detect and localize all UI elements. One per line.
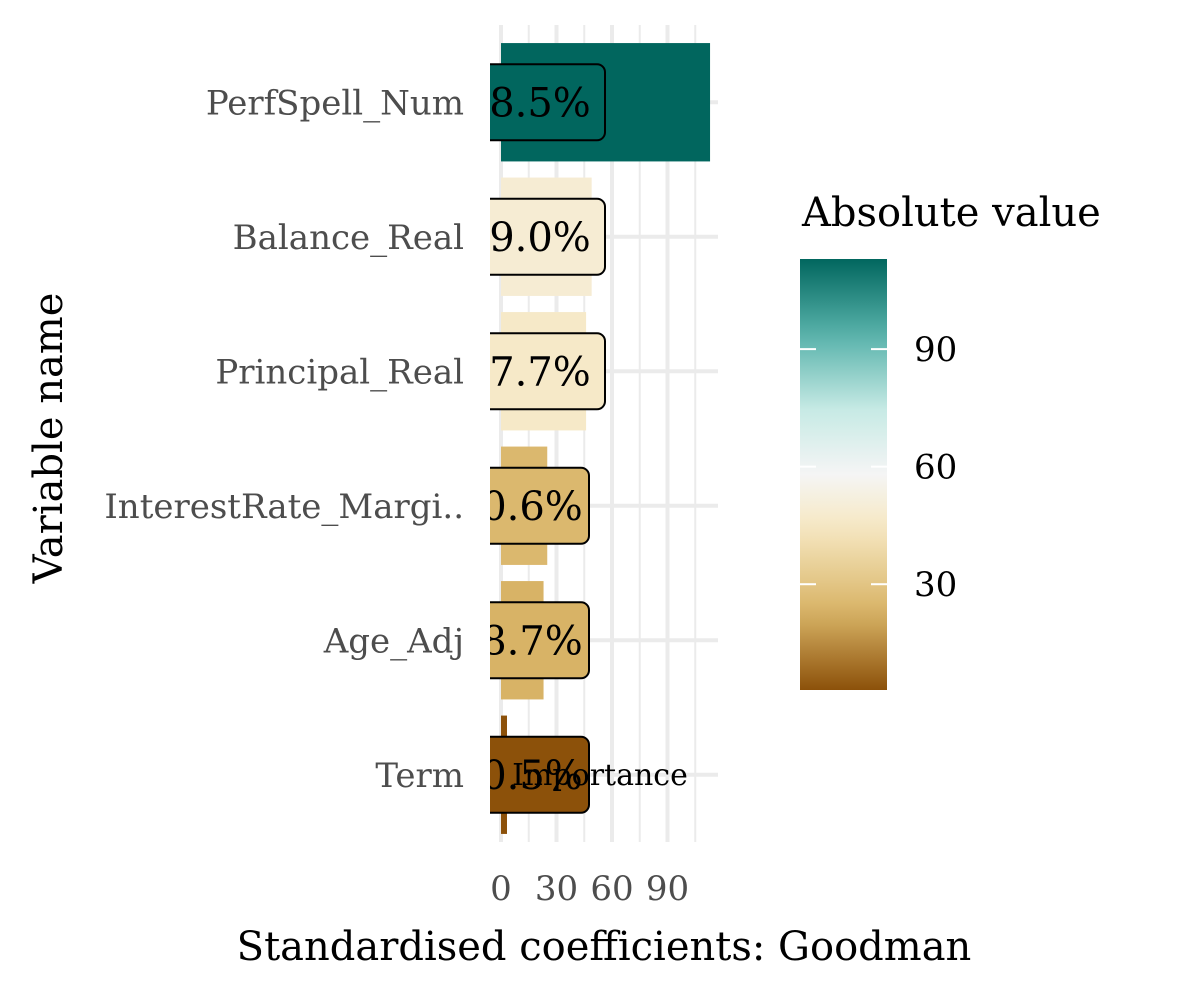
y-axis-title: Variable name (26, 293, 72, 585)
x-tick-label: 30 (535, 869, 578, 909)
bar-label-box (490, 197, 606, 276)
bar-label-text: 0.6% (481, 484, 583, 530)
y-tick-label: Term (375, 756, 464, 796)
bar-label-box (490, 332, 606, 411)
legend-tick-label: 90 (914, 330, 957, 370)
bar-label-text: 0.5% (481, 753, 583, 799)
y-tick-label: Age_Adj (323, 621, 464, 661)
bar-label-box (490, 735, 590, 814)
bar-label-text: 7.7% (489, 349, 591, 395)
bar-label: 9.0% (489, 197, 606, 276)
bar-label: 0.6% (481, 466, 590, 545)
x-tick-labels: 0 30 60 90 (490, 869, 689, 909)
bar-label-text: 8.7% (481, 618, 583, 664)
x-axis-title: Standardised coefficients: Goodman (237, 924, 972, 970)
legend-ticks: 30 60 90 (800, 330, 957, 605)
legend: Absolute value 30 60 90 (800, 190, 1101, 690)
bar-label: 0.5% (481, 735, 590, 814)
y-tick-label: Balance_Real (233, 218, 464, 258)
x-tick-label: 60 (590, 869, 633, 909)
bar-labels: 8.5% 9.0% 7.7% 0.6% 8.7% 0.5% (481, 63, 606, 814)
bars (501, 43, 711, 834)
x-tick-label: 90 (646, 869, 689, 909)
legend-tick-label: 60 (914, 448, 957, 488)
legend-colorbar (800, 259, 887, 690)
bar-label: 7.7% (489, 332, 606, 411)
y-tick-label: PerfSpell_Num (206, 83, 464, 123)
bar-label: 8.5% (489, 63, 606, 142)
legend-title: Absolute value (801, 190, 1101, 236)
bar-label-text: 9.0% (489, 215, 591, 261)
y-tick-label: Principal_Real (215, 352, 464, 392)
legend-tick-label: 30 (914, 565, 957, 605)
overlay-text: Importance (512, 758, 688, 793)
bar-label-box (490, 63, 606, 142)
x-tick-label: 0 (490, 869, 512, 909)
y-tick-label: InterestRate_Margi.. (104, 487, 464, 527)
bar-label-box (490, 601, 590, 680)
bar-label-box (490, 466, 590, 545)
y-tick-labels: PerfSpell_Num Balance_Real Principal_Real I… (104, 83, 464, 796)
bar-label: 8.7% (481, 601, 590, 680)
bar-label-text: 8.5% (489, 80, 591, 126)
